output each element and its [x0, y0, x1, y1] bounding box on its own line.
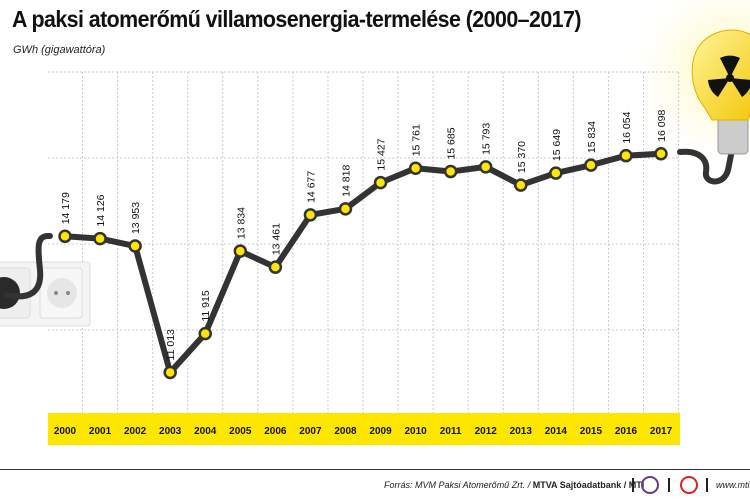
data-label: 15 793 — [481, 123, 493, 155]
x-tick-label: 2008 — [334, 426, 357, 437]
x-tick-label: 2012 — [475, 426, 498, 437]
mtva-logo-icon — [641, 476, 659, 494]
data-label: 13 834 — [235, 207, 247, 239]
data-point — [303, 208, 318, 222]
x-axis-band — [48, 413, 680, 445]
x-tick-label: 2006 — [264, 426, 287, 437]
chart-title: A paksi atomerőmű villamosenergia-termel… — [12, 6, 581, 32]
data-label: 15 649 — [551, 129, 563, 161]
separator — [706, 478, 708, 492]
data-labels: 14 179 14 126 13 953 11 013 11 915 13 834 13 4… — [60, 110, 668, 361]
data-point — [514, 178, 528, 192]
data-label: 16 098 — [656, 110, 668, 142]
x-tick-label: 2016 — [615, 426, 638, 437]
data-point — [268, 260, 283, 274]
x-tick-label: 2014 — [545, 426, 568, 437]
data-point — [93, 231, 107, 246]
data-label: 11 013 — [165, 329, 177, 360]
data-point — [338, 202, 353, 216]
data-point — [408, 161, 423, 176]
x-tick-label: 2017 — [650, 426, 673, 437]
x-tick-label: 2013 — [510, 426, 533, 437]
x-tick-label: 2002 — [124, 426, 147, 437]
x-tick-label: 2009 — [369, 426, 392, 437]
series-line — [64, 150, 662, 376]
data-label: 15 685 — [446, 127, 458, 159]
x-tick-label: 2003 — [159, 426, 182, 437]
data-point — [549, 166, 563, 180]
data-point — [128, 239, 142, 253]
wall-socket-icon — [0, 261, 91, 327]
data-point — [584, 158, 598, 172]
unit-label: GWh (gigawattóra) — [13, 44, 106, 56]
x-tick-label: 2005 — [229, 426, 252, 437]
x-tick-label: 2001 — [89, 426, 112, 437]
x-tick-label: 2010 — [404, 426, 427, 437]
x-axis-labels: 2000 2001 2002 2003 2004 2005 2006 2007 2008 2009… — [54, 426, 673, 437]
data-label: 15 370 — [516, 141, 528, 173]
plug-cable — [3, 233, 53, 300]
data-point — [619, 148, 633, 163]
data-label: 14 126 — [95, 194, 107, 226]
data-label: 16 054 — [621, 111, 633, 143]
x-tick-label: 2015 — [580, 426, 603, 437]
light-bulb-icon — [691, 29, 750, 155]
x-tick-label: 2007 — [299, 426, 322, 437]
data-label: 15 834 — [586, 121, 598, 153]
data-point — [478, 160, 493, 174]
data-label: 13 461 — [270, 223, 282, 255]
website-link[interactable]: www.mti.hu — [716, 480, 750, 490]
x-tick-label: 2000 — [54, 426, 77, 437]
data-point — [163, 365, 177, 380]
grid — [48, 71, 680, 413]
data-label: 14 179 — [60, 192, 72, 224]
data-point — [443, 164, 458, 179]
data-label: 15 427 — [376, 138, 388, 170]
data-label: 13 953 — [130, 202, 142, 234]
bulb-cable — [677, 147, 735, 185]
data-point — [654, 147, 668, 161]
mti-logo-icon — [680, 476, 698, 494]
data-label: 15 761 — [411, 124, 423, 156]
x-tick-label: 2011 — [440, 426, 462, 437]
data-point — [58, 229, 72, 244]
separator — [668, 478, 670, 492]
source-bold: MTVA Sajtóadatbank / MTI — [532, 480, 645, 490]
separator — [632, 478, 634, 492]
data-label: 14 677 — [305, 171, 317, 203]
x-tick-label: 2004 — [194, 426, 217, 437]
data-point — [198, 326, 212, 341]
source-prefix: Forrás: MVM Paksi Atomerőmű Zrt. / — [384, 480, 533, 490]
data-point — [373, 175, 388, 190]
data-point — [233, 244, 248, 258]
source-text: Forrás: MVM Paksi Atomerőmű Zrt. / MTVA … — [384, 480, 644, 490]
data-points — [58, 147, 668, 380]
line-chart: 2000 2001 2002 2003 2004 2005 2006 2007 2008 2009… — [0, 0, 750, 445]
data-label: 14 818 — [340, 165, 352, 197]
footer-divider — [0, 469, 750, 470]
data-label: 11 915 — [200, 290, 212, 321]
